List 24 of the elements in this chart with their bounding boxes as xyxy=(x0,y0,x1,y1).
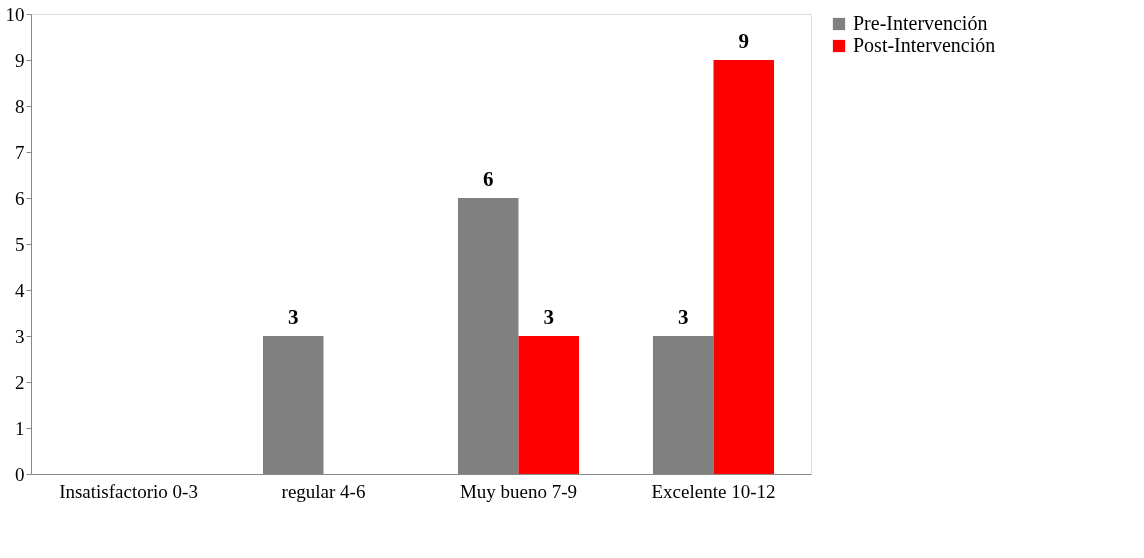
y-tick-label: 6 xyxy=(15,187,25,209)
y-tick-label: 8 xyxy=(15,95,25,117)
legend-label: Pre-Intervención xyxy=(853,12,988,34)
bar xyxy=(713,60,775,474)
y-tick-label: 0 xyxy=(15,463,25,485)
y-tick-label: 4 xyxy=(15,279,25,301)
y-tick-label: 9 xyxy=(15,49,25,71)
data-label: 6 xyxy=(482,167,494,191)
data-label: 9 xyxy=(738,29,750,53)
x-tick-label: Muy bueno 7-9 xyxy=(459,480,578,502)
y-tick-label: 10 xyxy=(5,3,25,25)
x-tick-label: Insatisfactorio 0-3 xyxy=(59,480,198,502)
legend-label: Post-Intervención xyxy=(853,34,996,56)
x-tick-label: Excelente 10-12 xyxy=(651,480,776,502)
y-tick-label: 2 xyxy=(15,371,25,393)
x-tick-label: regular 4-6 xyxy=(281,480,366,502)
data-label: 3 xyxy=(543,305,555,329)
bar xyxy=(518,336,580,474)
y-tick-label: 5 xyxy=(15,233,25,255)
data-label: 3 xyxy=(287,305,299,329)
y-tick-label: 3 xyxy=(15,325,25,347)
data-label: 3 xyxy=(677,305,689,329)
y-tick-label: 7 xyxy=(15,141,25,163)
y-tick-label: 1 xyxy=(15,417,25,439)
